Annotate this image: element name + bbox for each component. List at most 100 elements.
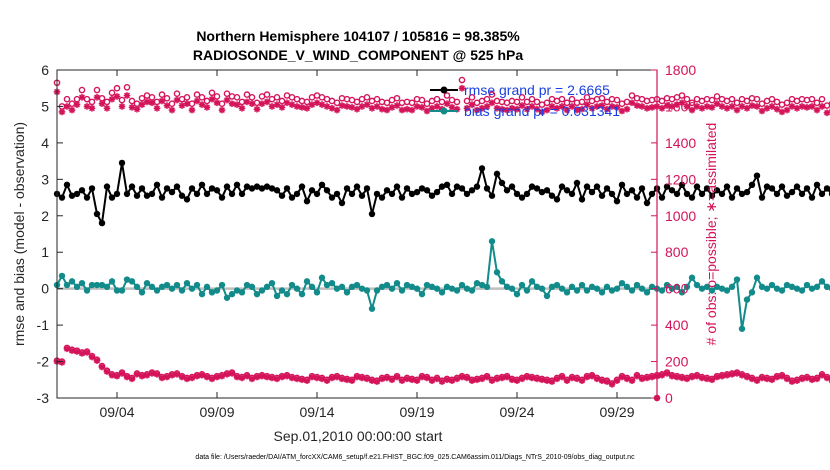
assimilated_bottom-point: [173, 371, 181, 378]
possible-point: [458, 76, 466, 84]
assimilated_bottom-point: [148, 370, 156, 377]
possible-point: [543, 99, 551, 107]
assimilated_bottom-point: [223, 371, 231, 378]
assimilated-point: [173, 96, 181, 104]
rmse-point: [783, 192, 791, 199]
assimilated_bottom-point: [713, 373, 721, 381]
assimilated-point: [508, 104, 516, 112]
rmse-point: [708, 192, 716, 199]
assimilated-point: [583, 101, 591, 108]
rmse-point: [598, 192, 606, 199]
bias-point: [88, 281, 96, 289]
assimilated-point: [743, 104, 751, 112]
assimilated-point: [133, 105, 141, 113]
legend-rmse-marker: [440, 86, 448, 94]
rmse-point: [243, 183, 251, 190]
y-tick-label-left: 2: [41, 208, 49, 224]
bias-point: [83, 287, 91, 294]
bias-point: [263, 283, 271, 291]
rmse-point: [213, 187, 221, 194]
rmse-point: [138, 185, 146, 192]
possible-point: [253, 99, 261, 107]
assimilated_bottom-point: [168, 371, 176, 379]
possible-point: [768, 95, 776, 103]
possible-point: [483, 95, 491, 103]
bias-point: [538, 285, 546, 292]
rmse-point: [118, 159, 126, 167]
possible-point: [753, 95, 761, 103]
bias-point: [333, 285, 341, 292]
rmse-point: [203, 190, 211, 198]
assimilated_bottom-point: [293, 375, 301, 383]
assimilated-point: [483, 103, 491, 110]
bias-point: [503, 283, 511, 291]
rmse-point: [458, 185, 466, 192]
rmse-point: [398, 194, 406, 201]
bias-point: [73, 283, 81, 291]
y-tick-label-right: 200: [665, 354, 689, 370]
assimilated_bottom-point: [663, 370, 671, 377]
assimilated_bottom-point: [193, 372, 201, 380]
bias-point: [543, 292, 551, 300]
bias-point: [418, 290, 426, 298]
assimilated-point: [558, 103, 566, 110]
bias-point: [123, 276, 131, 283]
rmse-point: [143, 192, 151, 199]
assimilated-point: [578, 105, 586, 113]
assimilated-point: [158, 97, 166, 105]
y-axis-label-right: # of obs: o=possible; ∗=assimilated: [703, 123, 719, 346]
assimilated_bottom-point: [58, 359, 66, 366]
assimilated_bottom-point: [253, 373, 261, 381]
chart-title-line-1: Northern Hemisphere 104107 / 105816 = 98…: [196, 28, 520, 44]
assimilated-point: [528, 103, 536, 110]
bias-point: [528, 278, 536, 285]
bias-point: [153, 287, 161, 294]
rmse-point: [728, 194, 736, 201]
assimilated-point: [183, 100, 191, 108]
assimilated-point: [223, 96, 231, 104]
assimilated_bottom-point: [93, 357, 101, 364]
bias-point: [668, 285, 676, 292]
rmse-point: [778, 183, 786, 190]
possible-point: [453, 98, 461, 106]
y-tick-label-left: -3: [37, 390, 50, 406]
rmse-point: [248, 185, 256, 192]
assimilated-point: [163, 102, 171, 109]
y-tick-label-right: 800: [665, 244, 689, 260]
y-tick-label-left: 6: [41, 62, 49, 78]
assimilated-point: [713, 100, 721, 108]
assimilated-point: [88, 104, 96, 112]
assimilated_bottom-point: [308, 373, 316, 381]
assimilated_bottom-point: [303, 377, 311, 384]
assimilated_bottom-point: [558, 373, 566, 381]
possible-point: [433, 95, 441, 103]
y-tick-label-right: 1400: [665, 135, 696, 151]
rmse-point: [238, 190, 246, 198]
assimilated-point: [783, 106, 791, 114]
bias-point: [588, 283, 596, 291]
assimilated_bottom-point: [533, 375, 541, 383]
bias-point: [78, 280, 86, 287]
bias-point: [313, 289, 321, 296]
bias-point: [58, 272, 66, 280]
assimilated-point: [708, 104, 716, 111]
rmse-point: [268, 185, 276, 192]
bias-point: [813, 283, 821, 291]
rmse-point: [523, 190, 531, 198]
possible-point: [678, 92, 686, 99]
possible-point: [373, 95, 381, 103]
rmse-point: [388, 190, 396, 198]
bias-point: [448, 285, 456, 292]
assimilated_bottom-point: [673, 373, 681, 381]
possible-point: [108, 89, 116, 97]
rmse-point: [433, 188, 441, 196]
assimilated_bottom-point: [528, 374, 536, 382]
assimilated-point: [818, 103, 826, 110]
bias-point: [578, 281, 586, 289]
assimilated_bottom-point: [643, 374, 651, 382]
assimilated-point: [123, 92, 131, 99]
rmse-point: [63, 181, 71, 188]
rmse-point: [338, 199, 346, 207]
assimilated-point: [218, 106, 226, 114]
rmse-point: [703, 185, 711, 192]
